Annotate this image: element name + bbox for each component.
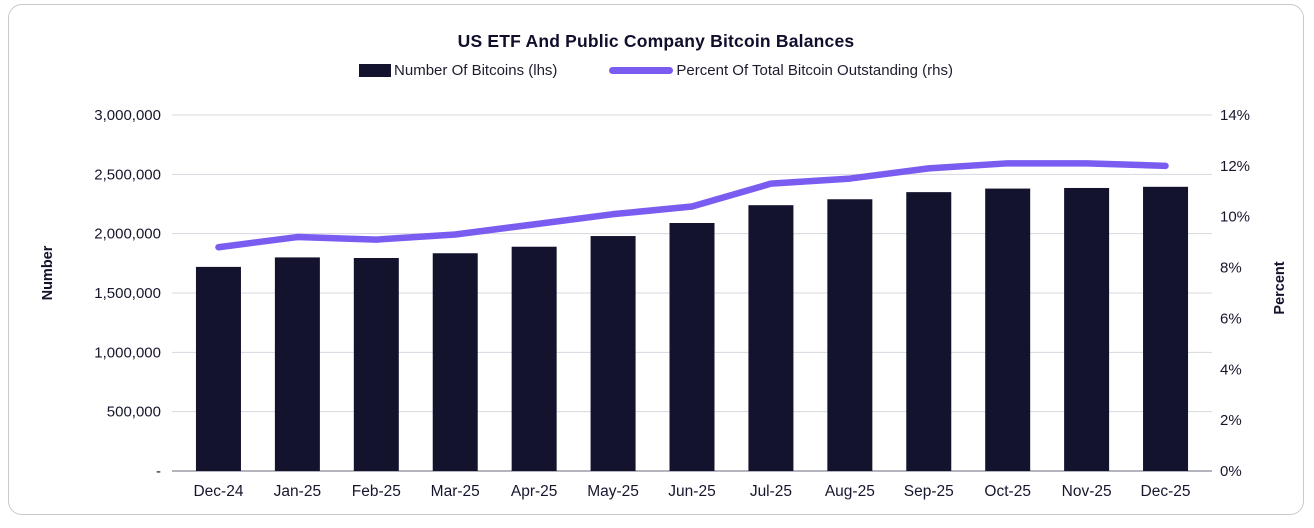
right-tick-label: 8% xyxy=(1220,260,1242,277)
bar-nov-25 xyxy=(1064,187,1110,472)
left-tick-label: 1,500,000 xyxy=(94,285,161,302)
bar-oct-25 xyxy=(985,188,1031,471)
right-tick-label: 4% xyxy=(1220,361,1242,378)
left-tick-label: 1,000,000 xyxy=(94,344,161,361)
bar-dec-24 xyxy=(195,266,241,471)
bar-jun-25 xyxy=(669,222,715,471)
chart-plot: 3,000,000 2,500,000 2,000,000 1,500,000 1,00… xyxy=(94,107,1250,500)
bar-jan-25 xyxy=(274,257,320,471)
left-tick-label: 3,000,000 xyxy=(94,107,161,124)
right-tick-label: 14% xyxy=(1220,107,1250,124)
x-tick-dec-24: Dec-24 xyxy=(193,483,243,500)
bar-dec-25 xyxy=(1143,186,1189,471)
x-tick-sep-25: Sep-25 xyxy=(904,483,954,500)
left-tick-label: 2,000,000 xyxy=(94,226,161,243)
bar-mar-25 xyxy=(432,253,478,471)
legend: Number Of Bitcoins (lhs) Percent Of Tota… xyxy=(9,62,1303,79)
x-tick-nov-25: Nov-25 xyxy=(1062,483,1112,500)
right-tick-label: 0% xyxy=(1220,463,1242,480)
x-tick-apr-25: Apr-25 xyxy=(511,483,558,500)
legend-label-percent: Percent Of Total Bitcoin Outstanding (rh… xyxy=(676,62,953,79)
x-tick-jun-25: Jun-25 xyxy=(668,483,715,500)
legend-item-percent: Percent Of Total Bitcoin Outstanding (rh… xyxy=(609,62,953,79)
x-tick-mar-25: Mar-25 xyxy=(431,483,480,500)
bar-jul-25 xyxy=(748,205,794,472)
left-tick-label: - xyxy=(156,463,161,480)
line-series-swatch-icon xyxy=(609,67,674,74)
x-tick-jul-25: Jul-25 xyxy=(750,483,792,500)
bar-series-swatch-icon xyxy=(359,64,392,77)
chart-card: US ETF And Public Company Bitcoin Balanc… xyxy=(8,4,1304,515)
legend-item-bitcoins: Number Of Bitcoins (lhs) xyxy=(359,62,557,79)
bar-feb-25 xyxy=(353,257,399,471)
bar-sep-25 xyxy=(906,192,952,471)
right-tick-label: 10% xyxy=(1220,209,1250,226)
legend-label-bitcoins: Number Of Bitcoins (lhs) xyxy=(394,62,558,79)
x-tick-oct-25: Oct-25 xyxy=(984,483,1031,500)
percent-line xyxy=(215,160,1169,251)
right-tick-label: 6% xyxy=(1220,310,1242,327)
left-tick-label: 2,500,000 xyxy=(94,166,161,183)
chart-title: US ETF And Public Company Bitcoin Balanc… xyxy=(457,31,855,51)
right-tick-label: 12% xyxy=(1220,158,1250,175)
x-tick-dec-25: Dec-25 xyxy=(1141,483,1191,500)
right-tick-label: 2% xyxy=(1220,412,1242,429)
x-tick-may-25: May-25 xyxy=(587,483,639,500)
left-tick-label: 500,000 xyxy=(107,404,161,421)
bar-apr-25 xyxy=(511,246,557,471)
bar-may-25 xyxy=(590,236,636,471)
x-tick-jan-25: Jan-25 xyxy=(274,483,321,500)
x-tick-aug-25: Aug-25 xyxy=(825,483,875,500)
x-tick-feb-25: Feb-25 xyxy=(352,483,401,500)
bar-aug-25 xyxy=(827,199,873,471)
